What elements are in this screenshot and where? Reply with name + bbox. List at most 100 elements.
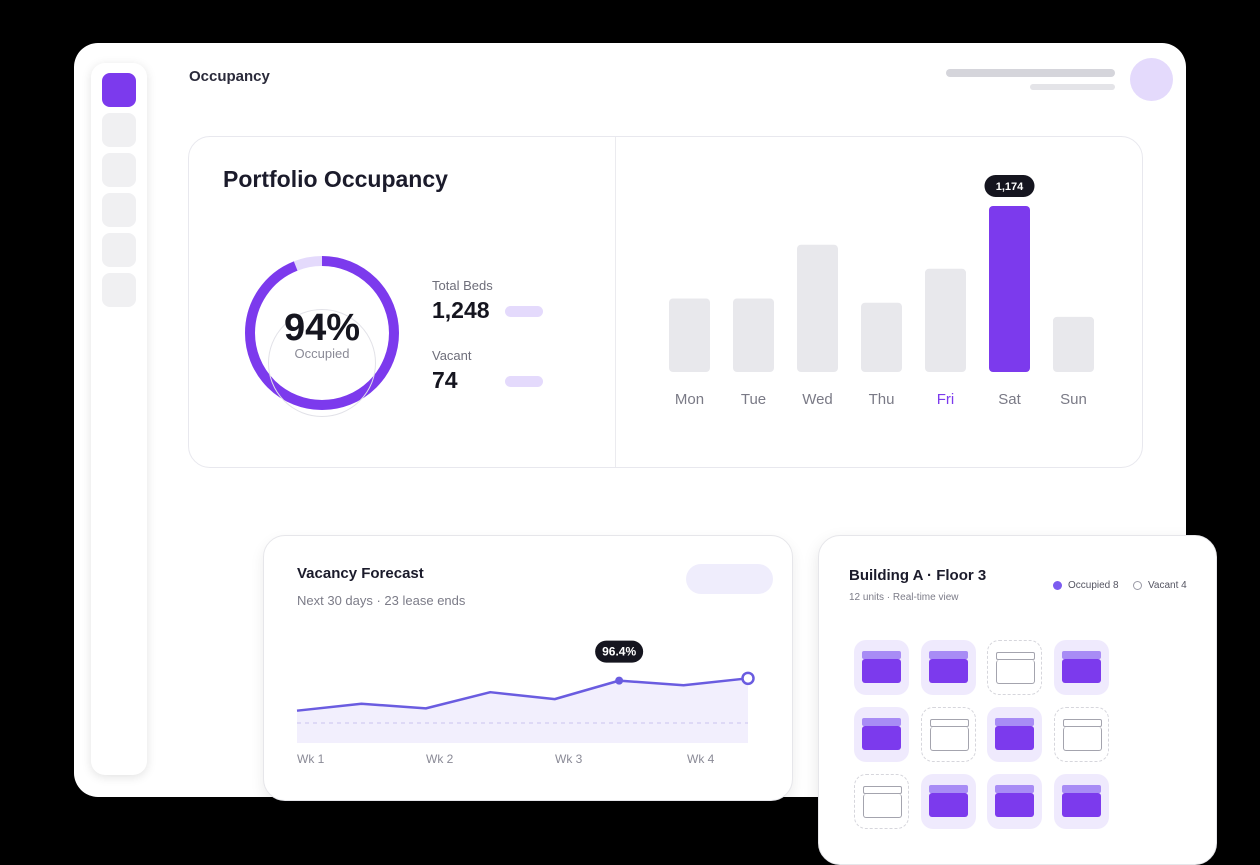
bar-thu[interactable]: [861, 302, 902, 372]
unit-2[interactable]: [920, 640, 976, 695]
sidebar-item-1[interactable]: [102, 73, 136, 107]
bar-wed[interactable]: [797, 244, 838, 372]
bar-label-thu: Thu: [869, 391, 895, 408]
unit-roof-icon: [1062, 719, 1102, 727]
app-window: Occupancy Portfolio Occupancy 94% Occupi…: [74, 43, 1217, 865]
sidebar-item-4[interactable]: [102, 193, 136, 227]
bar-label-sat: Sat: [998, 391, 1021, 408]
forecast-callout-value: 96.4%: [602, 645, 636, 659]
sidebar-item-6[interactable]: [102, 273, 136, 307]
portfolio-card: Portfolio Occupancy 94% Occupied Total B…: [188, 136, 1143, 468]
unit-12[interactable]: [1053, 774, 1109, 829]
unit-roof-icon: [928, 651, 968, 659]
unit-roof-icon: [928, 785, 968, 793]
floor-title: Building A · Floor 3: [849, 567, 987, 584]
unit-roof-icon: [929, 719, 969, 727]
unit-5[interactable]: [854, 707, 909, 762]
unit-body-icon: [862, 659, 901, 683]
floor-subtitle: 12 units · Real-time view: [849, 592, 959, 603]
forecast-tick-label: Wk 3: [555, 752, 583, 766]
unit-roof-icon: [862, 651, 901, 659]
unit-roof-icon: [862, 718, 901, 726]
bar-sun[interactable]: [1053, 316, 1094, 372]
avatar[interactable]: [1130, 58, 1173, 101]
forecast-filter-pill[interactable]: [686, 564, 773, 594]
vacancy-forecast-card: Vacancy Forecast Next 30 days · 23 lease…: [263, 535, 793, 801]
unit-roof-icon: [1061, 785, 1101, 793]
bar-label-sun: Sun: [1060, 391, 1087, 408]
donut-value: 94%: [283, 307, 361, 349]
unit-1[interactable]: [854, 640, 909, 695]
vacant-dot-icon: [1133, 581, 1142, 590]
donut-inner-ring: [268, 309, 376, 417]
forecast-callout-bubble: [595, 640, 644, 663]
forecast-area: [297, 678, 748, 743]
legend-vacant-label: Vacant 4: [1148, 580, 1187, 591]
unit-roof-icon: [995, 718, 1034, 726]
vacant-label: Vacant: [432, 348, 472, 363]
forecast-marker[interactable]: [615, 676, 624, 685]
unit-roof-icon: [996, 652, 1035, 660]
bar-callout-bubble: [984, 175, 1035, 197]
bar-label-mon: Mon: [675, 391, 704, 408]
total-beds-pill: [505, 306, 543, 317]
forecast-line: [296, 677, 749, 712]
portfolio-title: Portfolio Occupancy: [223, 166, 448, 192]
unit-body-icon: [996, 660, 1035, 684]
unit-body-icon: [1061, 659, 1101, 683]
unit-body-icon: [929, 727, 969, 751]
unit-10[interactable]: [920, 774, 976, 829]
occupied-dot-icon: [1053, 581, 1062, 590]
bar-fri[interactable]: [925, 268, 966, 372]
unit-8[interactable]: [1053, 707, 1109, 762]
sidebar: [91, 63, 147, 775]
vacant-pill: [505, 376, 543, 387]
unit-6[interactable]: [920, 707, 976, 762]
unit-7[interactable]: [987, 707, 1042, 762]
bar-label-tue: Tue: [741, 391, 766, 408]
unit-11[interactable]: [987, 774, 1042, 829]
forecast-subtitle: Next 30 days · 23 lease ends: [297, 593, 466, 608]
forecast-end-marker[interactable]: [741, 671, 755, 686]
unit-body-icon: [995, 726, 1034, 750]
forecast-tick-label: Wk 2: [426, 752, 454, 766]
unit-body-icon: [863, 794, 902, 818]
forecast-tick-label: Wk 4: [687, 752, 715, 766]
unit-body-icon: [862, 726, 901, 750]
header-placeholder-bar-small: [1030, 84, 1115, 90]
bar-callout-value: 1,174: [996, 181, 1024, 193]
unit-roof-icon: [1061, 651, 1101, 659]
vacant-value: 74: [432, 367, 458, 393]
unit-body-icon: [1062, 727, 1102, 751]
bar-sat[interactable]: [989, 206, 1030, 372]
legend-occupied-label: Occupied 8: [1068, 580, 1119, 591]
forecast-tick-label: Wk 1: [297, 752, 325, 766]
header-placeholder-bar: [946, 69, 1115, 77]
unit-body-icon: [1061, 793, 1101, 817]
total-beds-value: 1,248: [432, 297, 490, 323]
sidebar-item-2[interactable]: [102, 113, 136, 147]
unit-3[interactable]: [987, 640, 1042, 695]
bar-mon[interactable]: [669, 298, 710, 372]
unit-roof-icon: [995, 785, 1034, 793]
legend-occupied: Occupied 8: [1053, 580, 1119, 591]
unit-9[interactable]: [854, 774, 909, 829]
bar-label-fri: Fri: [937, 391, 955, 408]
forecast-line-chart: 96.4% Wk 1 Wk 2 Wk 3 Wk 4: [296, 640, 755, 766]
forecast-title: Vacancy Forecast: [297, 565, 424, 582]
sidebar-item-3[interactable]: [102, 153, 136, 187]
weekly-bar-chart: Mon Tue Wed Thu Fri Sat 1,174 Sun: [669, 175, 1094, 408]
bar-tue[interactable]: [733, 298, 774, 372]
unit-body-icon: [995, 793, 1034, 817]
floor-card: Building A · Floor 3 12 units · Real-tim…: [818, 535, 1217, 865]
total-beds-label: Total Beds: [432, 278, 493, 293]
unit-body-icon: [928, 793, 968, 817]
page-title: Occupancy: [189, 68, 270, 85]
donut-label: Occupied: [294, 346, 350, 361]
bar-label-wed: Wed: [802, 391, 833, 408]
unit-4[interactable]: [1053, 640, 1109, 695]
sidebar-item-5[interactable]: [102, 233, 136, 267]
unit-roof-icon: [863, 786, 902, 794]
unit-body-icon: [928, 659, 968, 683]
card-divider: [615, 137, 616, 467]
